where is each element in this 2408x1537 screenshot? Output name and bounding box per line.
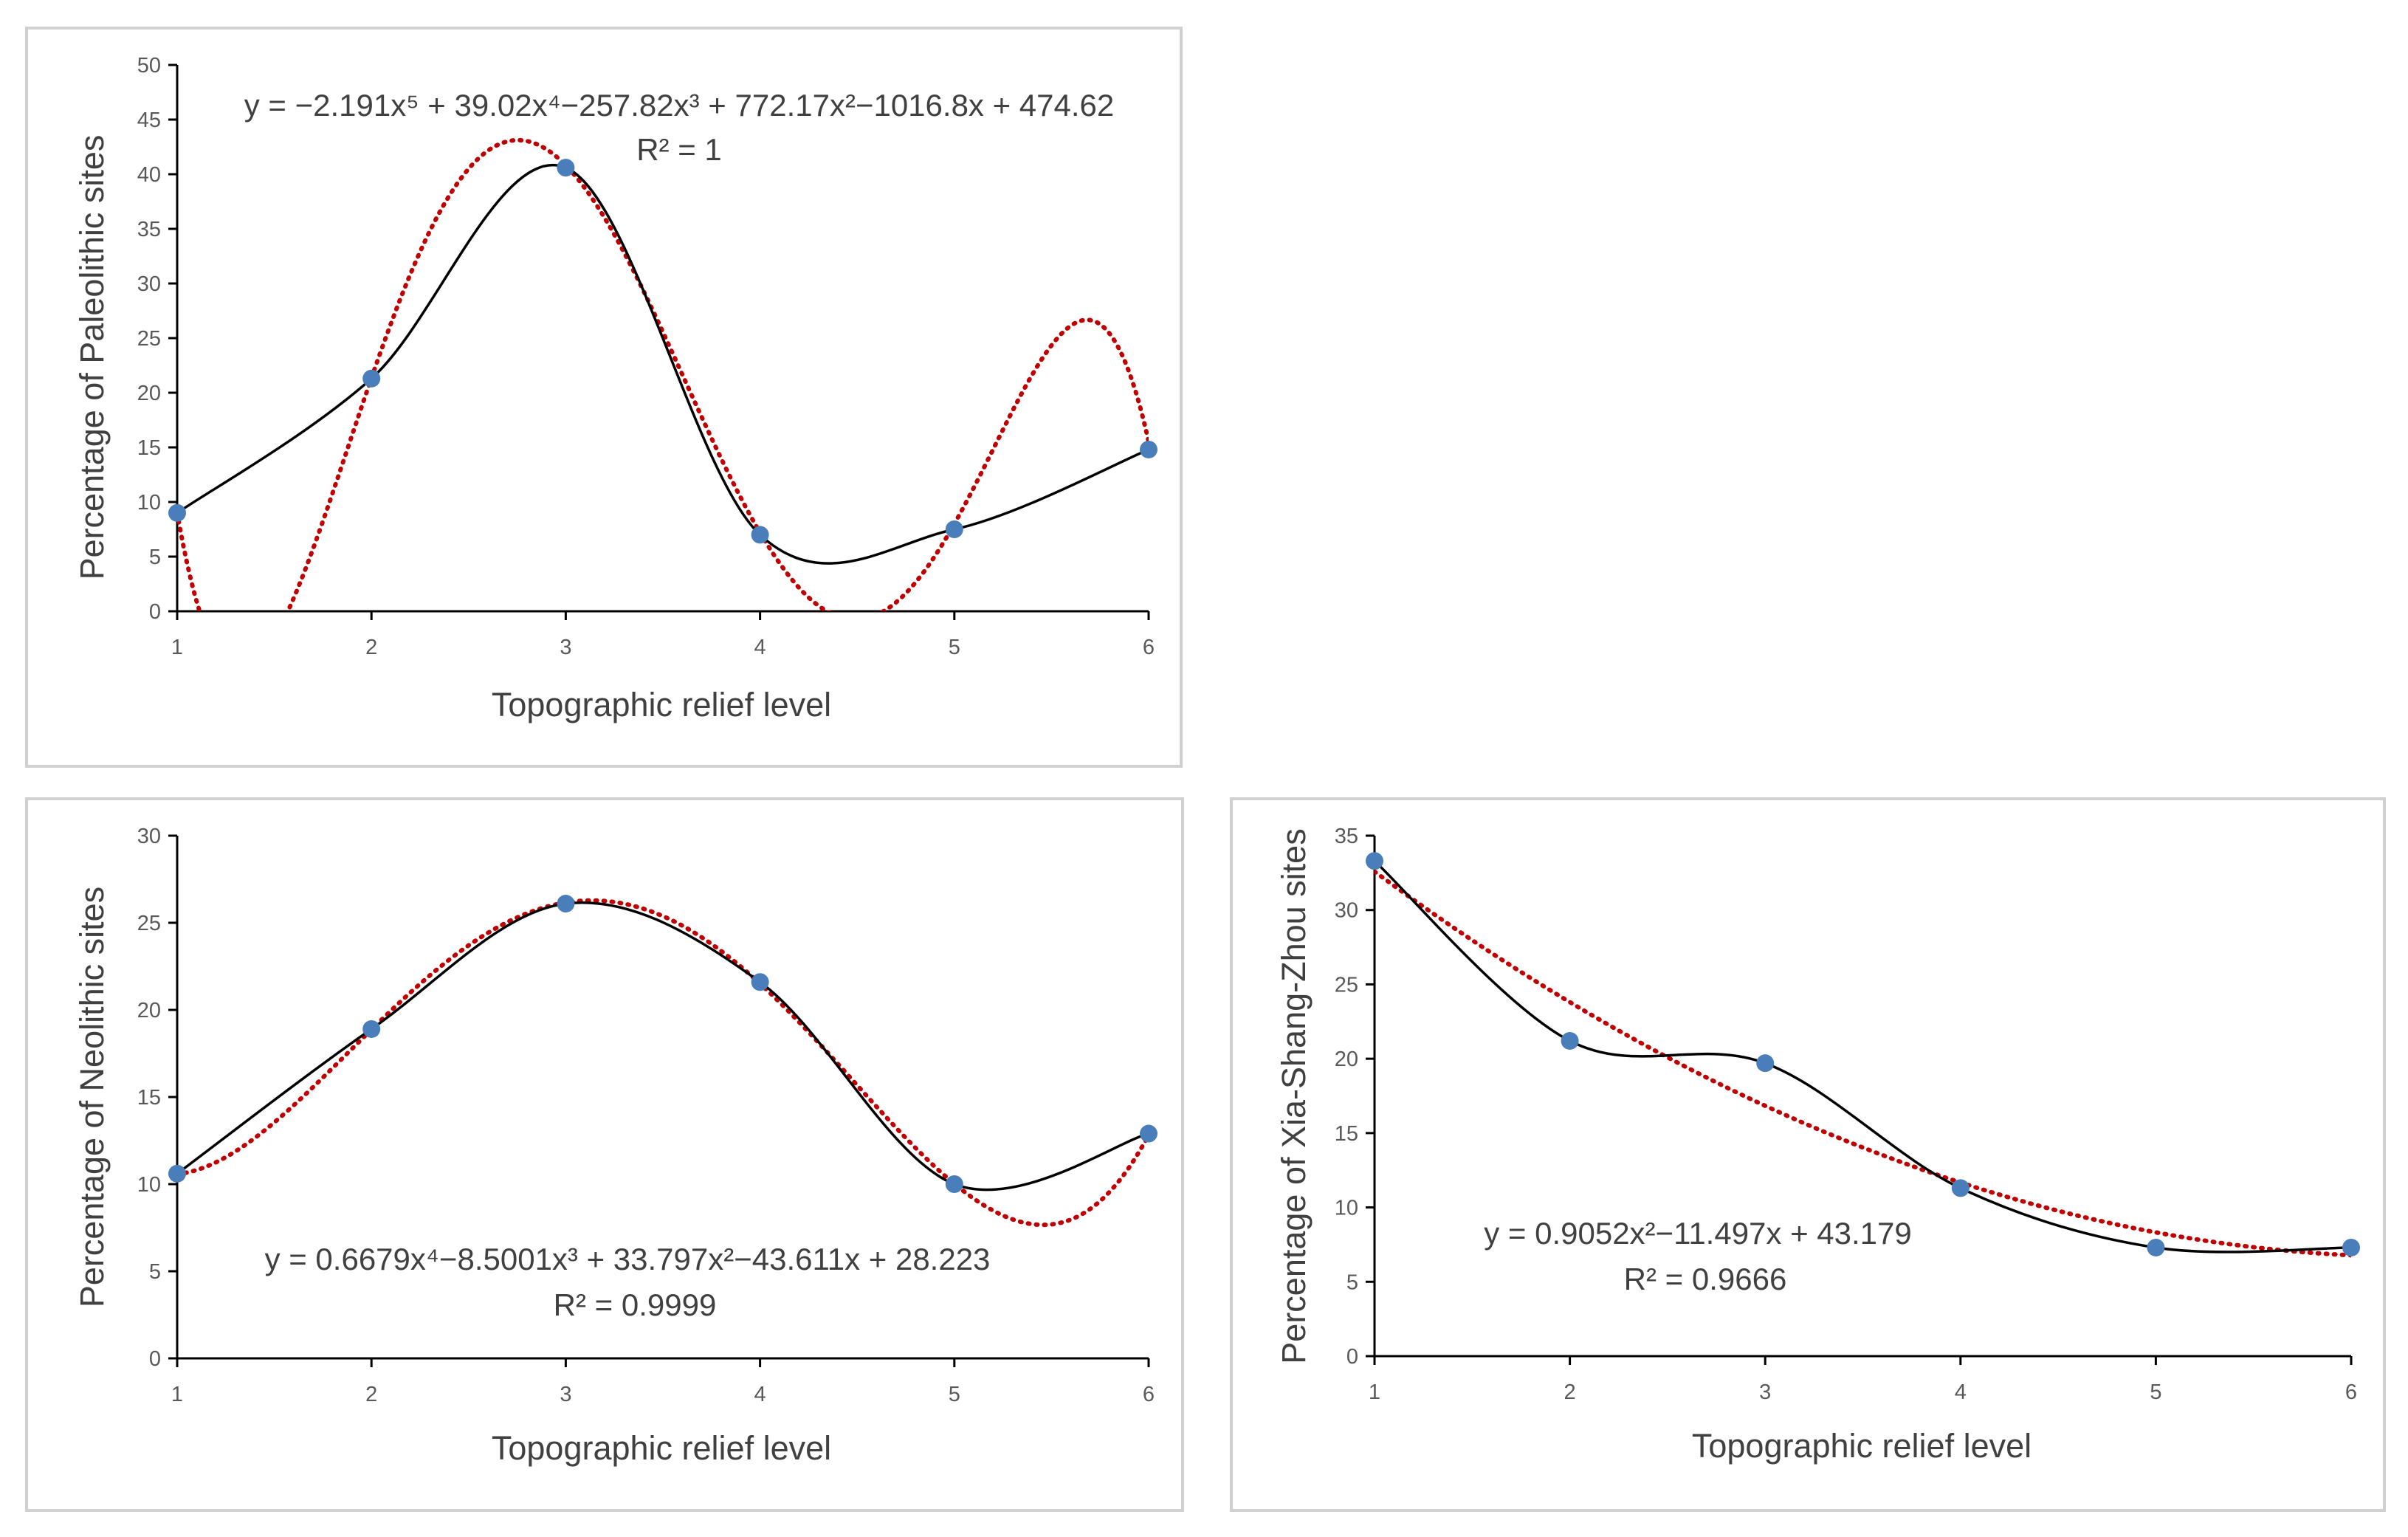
y-tick-label: 50 bbox=[137, 54, 161, 78]
x-tick-label: 3 bbox=[560, 1383, 571, 1406]
x-tick-label: 4 bbox=[754, 1383, 766, 1406]
y-tick-label: 35 bbox=[137, 218, 161, 241]
data-point bbox=[1140, 440, 1157, 458]
x-tick-label: 6 bbox=[1143, 636, 1155, 659]
x-tick-label: 6 bbox=[2345, 1380, 2357, 1404]
y-tick-label: 0 bbox=[149, 600, 161, 624]
data-point bbox=[751, 973, 769, 991]
data-points bbox=[1366, 852, 2360, 1256]
y-tick-label: 45 bbox=[137, 109, 161, 132]
data-point bbox=[168, 503, 186, 522]
trendline-r-squared: R² = 1 bbox=[636, 132, 722, 167]
y-axis-title: Percentage of Xia-Shang-Zhou sites bbox=[1275, 828, 1313, 1364]
y-tick-label: 15 bbox=[137, 436, 161, 460]
y-tick-label: 25 bbox=[137, 327, 161, 351]
y-axis-ticks: 0 5 10 15 20 25 30 bbox=[137, 825, 177, 1371]
chart-xia-shang-zhou: 0 5 10 15 20 25 30 35 1 2 3 4 5 6 Topographic relief… bbox=[1275, 825, 2360, 1465]
x-axis-title: Topographic relief level bbox=[1692, 1427, 2032, 1465]
data-point bbox=[1756, 1054, 1775, 1073]
data-point bbox=[1140, 1124, 1157, 1143]
trendline-curve bbox=[177, 137, 1149, 611]
x-axis-ticks: 1 2 3 4 5 6 bbox=[171, 1358, 1155, 1406]
y-tick-label: 10 bbox=[137, 1173, 161, 1197]
x-tick-label: 3 bbox=[560, 636, 571, 659]
data-point bbox=[557, 159, 575, 177]
series-line bbox=[177, 164, 1149, 565]
data-point bbox=[362, 369, 381, 388]
y-tick-label: 30 bbox=[1335, 899, 1358, 923]
x-tick-label: 1 bbox=[1369, 1380, 1380, 1404]
neolithic-chart-panel bbox=[25, 797, 1184, 1512]
y-tick-label: 20 bbox=[137, 999, 161, 1022]
data-point bbox=[2147, 1238, 2165, 1256]
y-axis-ticks: 0 5 10 15 20 25 30 35 40 45 50 bbox=[137, 54, 177, 624]
y-axis-title: Percentage of Neolithic sites bbox=[73, 887, 111, 1307]
chart-neolithic: 0 5 10 15 20 25 30 1 2 3 4 5 6 Topographic relief l… bbox=[73, 825, 1157, 1467]
paleolithic-chart-panel bbox=[25, 27, 1183, 768]
x-axis-ticks: 1 2 3 4 5 6 bbox=[1369, 1356, 2357, 1404]
y-tick-label: 0 bbox=[149, 1347, 161, 1371]
data-point bbox=[557, 895, 575, 913]
x-tick-label: 1 bbox=[171, 1383, 183, 1406]
x-tick-label: 5 bbox=[949, 1383, 960, 1406]
data-point bbox=[945, 1175, 963, 1193]
y-axis-title: Percentage of Paleolithic sites bbox=[73, 135, 111, 580]
trendline-curve bbox=[1375, 869, 2351, 1258]
x-tick-label: 5 bbox=[949, 636, 960, 659]
x-axis-title: Topographic relief level bbox=[492, 686, 831, 723]
x-tick-label: 6 bbox=[1143, 1383, 1155, 1406]
y-tick-label: 5 bbox=[149, 546, 161, 569]
data-point bbox=[1951, 1179, 1970, 1197]
y-tick-label: 30 bbox=[137, 272, 161, 296]
data-point bbox=[945, 520, 963, 538]
data-point bbox=[1366, 852, 1383, 870]
data-point bbox=[362, 1019, 381, 1038]
x-tick-label: 5 bbox=[2150, 1380, 2161, 1404]
data-point bbox=[168, 1164, 186, 1183]
data-point bbox=[1561, 1031, 1579, 1050]
data-point bbox=[751, 526, 769, 544]
y-tick-label: 20 bbox=[1335, 1048, 1358, 1071]
x-axis-title: Topographic relief level bbox=[492, 1429, 831, 1467]
xia-shang-zhou-chart-panel bbox=[1230, 797, 2386, 1512]
y-tick-label: 20 bbox=[137, 382, 161, 405]
y-tick-label: 25 bbox=[1335, 973, 1358, 997]
x-tick-label: 4 bbox=[754, 636, 766, 659]
y-tick-label: 25 bbox=[137, 912, 161, 935]
x-tick-label: 2 bbox=[365, 636, 377, 659]
y-tick-label: 40 bbox=[137, 163, 161, 187]
trendline-r-squared: R² = 0.9666 bbox=[1624, 1262, 1787, 1296]
y-tick-label: 35 bbox=[1335, 825, 1358, 848]
x-axis-ticks: 1 2 3 4 5 6 bbox=[171, 611, 1155, 659]
trendline-equation: y = −2.191x⁵ + 39.02x⁴−257.82x³ + 772.17… bbox=[244, 88, 1115, 123]
y-tick-label: 5 bbox=[1346, 1270, 1358, 1294]
y-tick-label: 10 bbox=[1335, 1197, 1358, 1220]
y-tick-label: 15 bbox=[137, 1086, 161, 1110]
x-tick-label: 3 bbox=[1759, 1380, 1771, 1404]
series-line bbox=[177, 901, 1149, 1192]
x-tick-label: 2 bbox=[1564, 1380, 1576, 1404]
data-points bbox=[168, 159, 1157, 544]
trendline-equation: y = 0.6679x⁴−8.5001x³ + 33.797x²−43.611x… bbox=[265, 1242, 991, 1276]
trendline-r-squared: R² = 0.9999 bbox=[554, 1287, 717, 1322]
y-tick-label: 30 bbox=[137, 825, 161, 848]
y-tick-label: 5 bbox=[149, 1260, 161, 1284]
y-axis-ticks: 0 5 10 15 20 25 30 35 bbox=[1335, 825, 1375, 1369]
x-tick-label: 2 bbox=[365, 1383, 377, 1406]
x-tick-label: 1 bbox=[171, 636, 183, 659]
trendline-equation: y = 0.9052x²−11.497x + 43.179 bbox=[1484, 1216, 1912, 1251]
y-tick-label: 10 bbox=[137, 491, 161, 515]
y-tick-label: 0 bbox=[1346, 1345, 1358, 1369]
series-line bbox=[1375, 859, 2351, 1254]
x-tick-label: 4 bbox=[1955, 1380, 1967, 1404]
data-points bbox=[168, 895, 1157, 1193]
data-point bbox=[2342, 1238, 2360, 1256]
y-tick-label: 15 bbox=[1335, 1122, 1358, 1146]
